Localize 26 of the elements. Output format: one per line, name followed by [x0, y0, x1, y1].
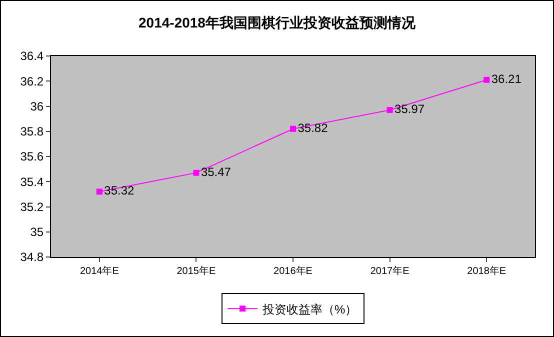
x-tick-label: 2016年E [274, 265, 313, 277]
y-tick-label: 36 [30, 99, 44, 114]
y-tick-label: 35.2 [20, 200, 44, 214]
y-tick-label: 35.8 [20, 124, 44, 139]
data-label: 35.97 [394, 102, 425, 116]
point [193, 170, 200, 176]
y-tick-label: 36.4 [20, 49, 44, 64]
point [96, 188, 102, 195]
y-tick-label: 34.8 [20, 250, 44, 264]
point [290, 126, 296, 132]
data-label: 35.32 [104, 184, 135, 198]
data-label: 35.82 [298, 120, 328, 135]
point [484, 76, 490, 83]
x-tick-label: 2018年E [467, 265, 506, 277]
y-tick-label: 35.6 [20, 150, 44, 164]
y-tick-label: 35.4 [20, 174, 44, 189]
legend-label: 投资收益率（%） [262, 302, 358, 316]
x-tick-label: 2017年E [370, 265, 410, 277]
y-tick-label: 35 [30, 225, 44, 240]
x-tick-label: 2014年E [80, 265, 120, 277]
data-label: 36.21 [491, 72, 522, 86]
y-tick-label: 36.2 [20, 74, 44, 88]
point [386, 107, 393, 114]
chart-title: 2014-2018年我国围棋行业投资收益预测情况 [138, 14, 416, 31]
data-label: 35.47 [200, 164, 232, 179]
x-tick-label: 2015年E [176, 265, 216, 277]
